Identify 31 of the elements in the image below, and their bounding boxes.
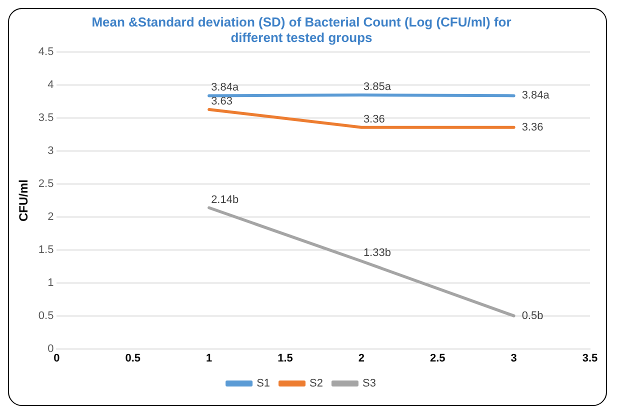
data-label: 3.84a <box>522 90 550 102</box>
data-label: 0.5b <box>522 310 544 322</box>
x-tick-label: 2.5 <box>430 352 446 364</box>
x-tick-label: 3.5 <box>582 352 598 364</box>
data-label: 3.36 <box>522 121 544 134</box>
data-label: 3.85a <box>363 81 392 94</box>
y-tick-label: 2.5 <box>38 178 54 190</box>
data-label: 3.63 <box>211 96 232 108</box>
x-tick-label: 1 <box>206 352 212 364</box>
data-label: 3.36 <box>363 113 385 126</box>
x-tick-label: 0.5 <box>125 352 141 364</box>
y-tick-label: 4.5 <box>38 46 54 58</box>
y-tick-label: 3 <box>48 145 54 158</box>
y-axis-title: CFU/ml <box>16 180 31 222</box>
chart-title: Mean &Standard deviation (SD) of Bacterial Count (Log (CFU/ml) for different tested groups <box>92 14 512 45</box>
x-tick-label: 1.5 <box>278 352 293 364</box>
legend-label: S1 <box>256 378 270 390</box>
y-tick-label: 4 <box>48 79 54 92</box>
y-tick-label: 3.5 <box>38 112 54 124</box>
y-tick-label: 0 <box>48 342 54 355</box>
x-tick-label: 3 <box>510 352 517 364</box>
y-tick-label: 2 <box>48 211 54 224</box>
data-label: 2.14b <box>211 194 239 206</box>
y-tick-label: 1 <box>48 276 54 289</box>
legend-label: S2 <box>310 378 323 390</box>
legend-label: S3 <box>362 378 376 390</box>
data-label: 1.33b <box>363 247 391 260</box>
y-tick-label: 1.5 <box>38 244 54 256</box>
data-label: 3.84a <box>211 82 240 94</box>
y-tick-label: 0.5 <box>38 310 54 322</box>
x-tick-label: 2 <box>358 352 364 364</box>
